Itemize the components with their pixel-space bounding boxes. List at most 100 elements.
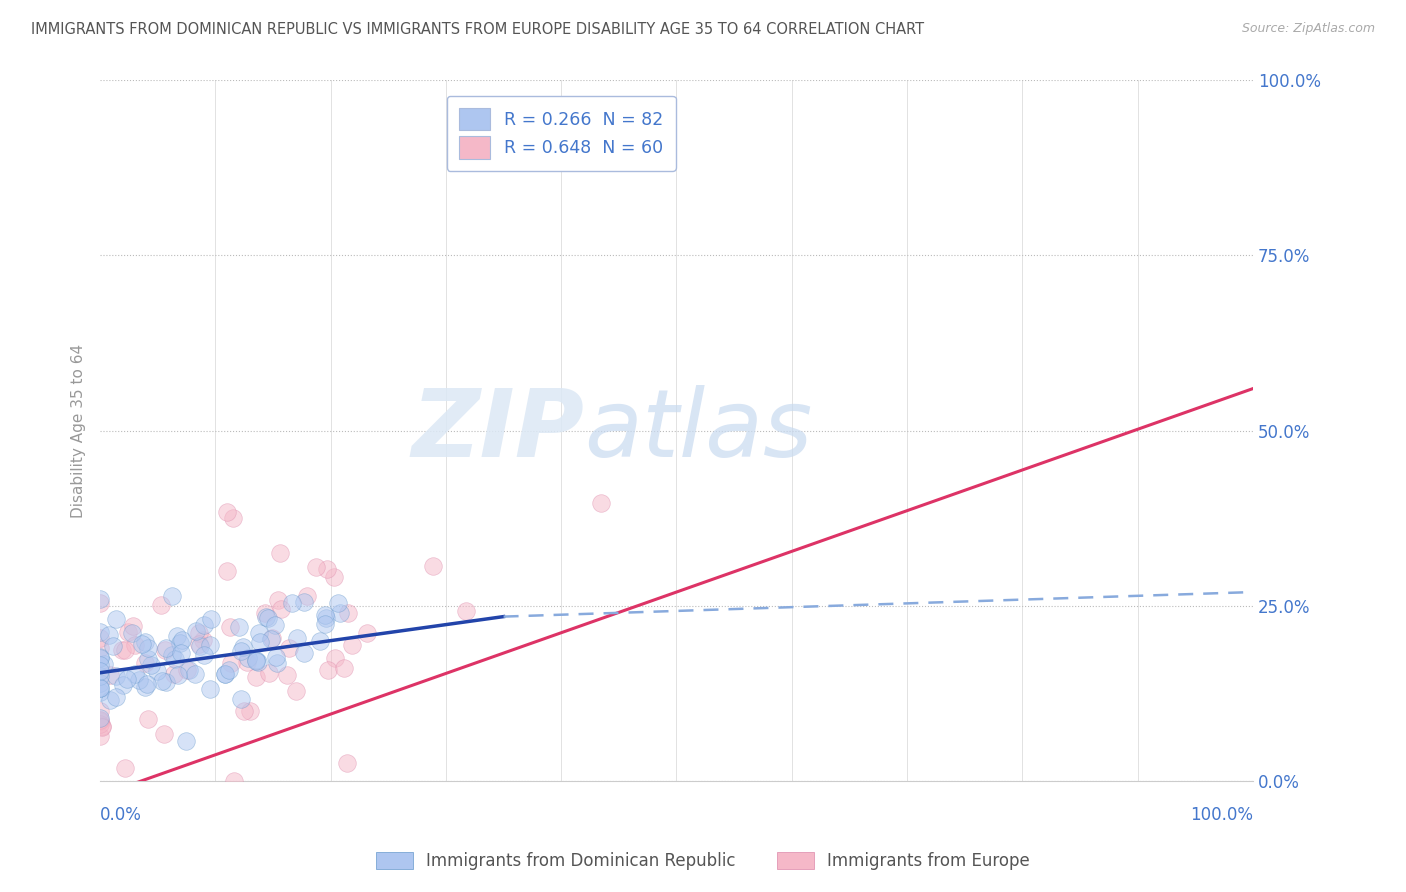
Point (356, 625, 378, 640)
Point (89, 658, 111, 673)
Point (89, 681, 111, 695)
Point (111, 642, 134, 657)
Point (89, 714, 111, 728)
Point (124, 638, 146, 652)
Point (245, 653, 267, 667)
Point (254, 610, 277, 624)
Point (89, 650, 111, 665)
Point (134, 680, 156, 694)
Point (114, 643, 136, 657)
Point (124, 666, 146, 681)
Point (89, 664, 111, 678)
Point (285, 631, 308, 645)
Point (264, 649, 287, 664)
Point (97, 628, 120, 642)
Point (162, 589, 184, 603)
Point (104, 690, 127, 705)
Point (239, 704, 262, 718)
Point (232, 704, 254, 718)
Point (89, 729, 111, 743)
Point (292, 595, 315, 609)
Legend: Immigrants from Dominican Republic, Immigrants from Europe: Immigrants from Dominican Republic, Immi… (370, 845, 1036, 877)
Point (89, 717, 111, 731)
Point (316, 663, 339, 677)
Point (340, 638, 363, 652)
Text: atlas: atlas (585, 385, 813, 476)
Point (278, 640, 301, 655)
Point (136, 652, 159, 666)
Point (98, 667, 121, 681)
Point (264, 618, 287, 632)
Point (323, 569, 346, 583)
Point (309, 633, 332, 648)
Text: 0.0%: 0.0% (100, 806, 142, 824)
Point (98, 693, 121, 707)
Point (155, 674, 177, 689)
Point (163, 666, 186, 681)
Point (221, 510, 243, 524)
Point (323, 650, 346, 665)
Point (198, 638, 221, 652)
Point (222, 774, 245, 789)
Point (229, 692, 252, 706)
Point (218, 663, 240, 677)
Point (136, 641, 159, 656)
Point (155, 640, 177, 655)
Point (104, 669, 127, 683)
Point (215, 564, 238, 578)
Point (191, 633, 214, 648)
Point (188, 626, 211, 640)
Point (150, 674, 173, 689)
Point (141, 658, 163, 673)
Point (269, 546, 291, 560)
Point (176, 664, 198, 678)
Point (257, 611, 280, 625)
Point (153, 727, 176, 741)
Text: ZIP: ZIP (412, 384, 585, 476)
Point (326, 596, 349, 610)
Point (193, 618, 215, 632)
Point (229, 643, 252, 657)
Point (266, 656, 288, 670)
Point (183, 666, 205, 681)
Point (112, 678, 135, 692)
Point (145, 665, 167, 679)
Point (285, 684, 308, 698)
Point (153, 643, 176, 657)
Point (89, 631, 111, 645)
Point (91, 720, 114, 734)
Point (166, 668, 188, 682)
Point (257, 666, 280, 681)
Point (260, 632, 283, 646)
Text: 100.0%: 100.0% (1189, 806, 1253, 824)
Point (200, 682, 222, 697)
Point (214, 666, 236, 681)
Point (314, 607, 336, 622)
Point (93, 657, 115, 671)
Legend: R = 0.266  N = 82, R = 0.648  N = 60: R = 0.266 N = 82, R = 0.648 N = 60 (447, 95, 675, 170)
Point (89, 685, 111, 699)
Point (122, 619, 145, 633)
Point (253, 606, 276, 620)
Point (245, 670, 267, 684)
Point (247, 655, 270, 669)
Point (297, 590, 319, 604)
Point (134, 656, 156, 670)
Point (314, 616, 336, 631)
Point (117, 625, 139, 640)
Point (188, 637, 211, 651)
Point (89, 713, 111, 727)
Point (170, 646, 193, 660)
Point (336, 756, 359, 770)
Point (315, 611, 337, 625)
Point (160, 648, 183, 662)
Point (166, 629, 188, 643)
Point (91, 719, 114, 733)
Point (101, 639, 124, 653)
Point (270, 602, 292, 616)
Point (228, 620, 250, 634)
Point (165, 652, 187, 666)
Point (236, 655, 259, 669)
Point (329, 606, 352, 620)
Point (316, 562, 339, 576)
